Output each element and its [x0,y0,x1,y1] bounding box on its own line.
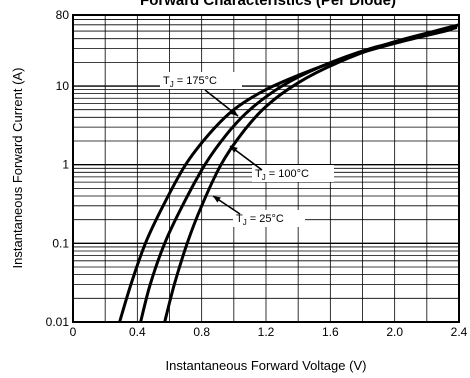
x-tick-labels: 0 0.4 0.8 1.2 1.6 2.0 2.4 [70,325,468,339]
y-tick-label: 1 [62,158,69,172]
curve-25c [163,23,459,322]
y-tick-label: 0.1 [52,236,69,250]
y-tick-label: 10 [56,79,70,93]
x-tick-label: 2.0 [386,325,403,339]
chart-title: Forward Characteristics (Per Diode) [140,0,396,9]
series-label-text: TJ = 175°C [163,75,217,89]
arrow-head [230,146,238,153]
series-label-bg [160,72,242,89]
series-label-25c: TJ = 25°C [212,195,305,227]
series-label-bg [233,210,305,227]
y-tick-labels: 0.01 0.1 1 10 80 [46,8,70,329]
arrow-head [213,196,221,203]
series-lines [118,23,459,322]
series-label-text: TJ = 25°C [236,213,284,227]
y-tick-label: 0.01 [46,315,70,329]
y-axis-title: Instantaneous Forward Current (A) [10,68,25,269]
x-tick-label: 2.4 [451,325,468,339]
x-tick-label: 0.4 [129,325,146,339]
x-tick-label: 0 [70,325,77,339]
plot-frame [72,14,460,323]
series-labels: TJ = 175°C TJ = 100°C TJ = 25°C [160,72,334,227]
arrow-head [230,108,238,116]
series-label-175c: TJ = 175°C [160,72,242,117]
x-axis-title: Instantaneous Forward Voltage (V) [166,358,367,373]
series-label-100c: TJ = 100°C [229,145,334,182]
series-label-bg [252,165,334,182]
y-tick-label: 80 [56,8,70,22]
x-tick-label: 0.8 [193,325,210,339]
x-tick-label: 1.6 [322,325,339,339]
x-tick-label: 1.2 [258,325,275,339]
series-label-text: TJ = 100°C [255,168,309,182]
